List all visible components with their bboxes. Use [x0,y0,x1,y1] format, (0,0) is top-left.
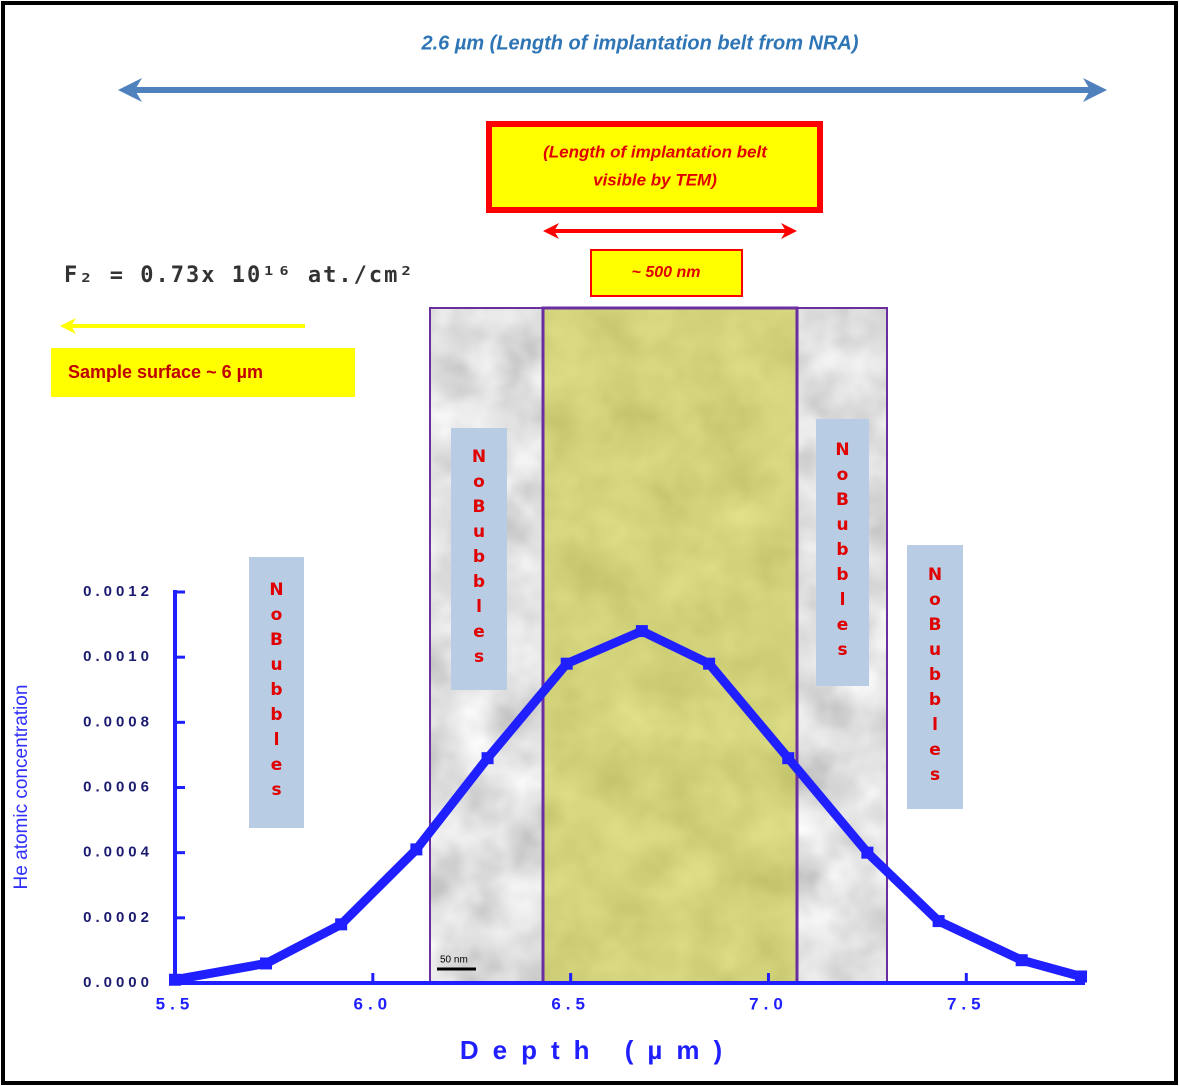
point [335,918,348,931]
point [635,625,648,638]
point [410,843,423,856]
x-tick-label: 7.5 [947,994,986,1013]
point [782,752,795,765]
no-bubbles-label: NoBubbles [907,545,963,809]
y-tick-label: 0.0000 [83,974,153,991]
y-tick-label: 0.0002 [83,909,153,926]
fluence-label: F₂ = 0.73x 10¹⁶ at./cm² [64,263,415,288]
x-tick-label: 7.0 [749,994,788,1013]
scale-label: 50 nm [440,955,468,966]
point [560,657,573,670]
no-bubbles-label: NoBubbles [816,419,869,686]
x-tick-label: 6.5 [551,994,590,1013]
nm-box [590,249,743,297]
y-tick-label: 0.0012 [83,583,153,600]
point [481,752,494,765]
point [1075,970,1088,983]
tem-label: visible by TEM) [593,170,717,189]
x-tick-label: 5.5 [156,994,195,1013]
x-axis-label: Depth (µm) [460,1035,736,1065]
y-tick-label: 0.0004 [83,844,153,861]
y-axis-label: He atomic concentration [11,685,32,890]
x-tick-label: 6.0 [354,994,393,1013]
tem-box [486,121,823,213]
point [169,973,181,986]
no-bubbles-label: NoBubbles [249,557,304,828]
point [260,957,272,970]
y-tick-label: 0.0010 [83,648,153,665]
point [932,915,945,928]
point [1015,954,1028,967]
nra-label: 2.6 µm (Length of implantation belt from… [420,32,858,54]
tem-label: (Length of implantation belt [543,142,768,161]
point [861,846,874,859]
point [703,657,716,670]
y-tick-label: 0.0006 [83,778,153,795]
nm-label: ~ 500 nm [632,264,701,281]
surface-box [51,348,355,397]
surface-label: Sample surface ~ 6 µm [68,362,263,382]
no-bubbles-label: NoBubbles [451,428,507,690]
y-tick-label: 0.0008 [83,713,153,730]
